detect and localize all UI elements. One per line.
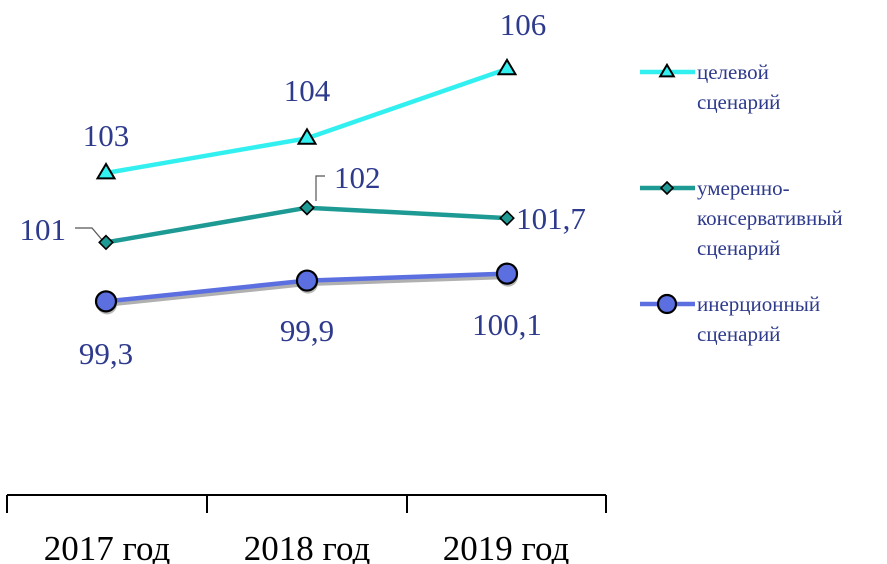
- legend-label: сценарий: [697, 236, 780, 260]
- data-label: 103: [83, 118, 130, 153]
- legend-label: сценарий: [697, 322, 780, 346]
- data-point: [95, 162, 117, 180]
- data-point: [495, 262, 519, 285]
- legend-marker-icon: [656, 293, 678, 315]
- legend-label: инерционный: [697, 292, 820, 316]
- legend-label: сценарий: [697, 90, 780, 114]
- data-point: [94, 290, 118, 313]
- label-leaders: [75, 175, 325, 242]
- x-tick-label: 2018 год: [244, 529, 371, 564]
- legend: целевой сценарий умеренно-консервативный сц…: [640, 60, 843, 346]
- data-label: 104: [284, 73, 331, 108]
- data-point: [98, 234, 114, 251]
- series-markers: [94, 57, 519, 315]
- x-tick-label: 2019 год: [443, 529, 570, 564]
- x-tick-label: 2017 год: [44, 529, 171, 564]
- legend-item: умеренно-консервативный сценарий: [640, 176, 843, 260]
- data-point: [296, 127, 318, 145]
- legend-item: целевой сценарий: [640, 60, 780, 114]
- data-label: 101,7: [516, 201, 586, 236]
- leader-line: [315, 175, 325, 201]
- data-point: [499, 210, 515, 226]
- legend-item: инерционный сценарий: [640, 292, 820, 346]
- data-label: 102: [334, 160, 381, 195]
- data-point: [295, 269, 319, 292]
- legend-label: консервативный: [697, 206, 843, 230]
- leader-line: [75, 227, 104, 242]
- data-labels: 103 104 106 101 102 101,7 99,3 99,9 100,1: [20, 7, 586, 371]
- data-point: [299, 199, 315, 216]
- data-label: 99,9: [280, 313, 334, 348]
- data-label: 100,1: [472, 307, 542, 342]
- data-point: [496, 57, 518, 76]
- data-label: 106: [500, 7, 547, 42]
- legend-marker-icon: [658, 62, 676, 78]
- x-axis: 2017 год 2018 год 2019 год: [6, 494, 607, 564]
- data-label: 101: [20, 212, 67, 247]
- legend-label: целевой: [697, 60, 769, 84]
- legend-marker-icon: [659, 180, 675, 196]
- data-label: 99,3: [79, 336, 133, 371]
- legend-label: умеренно-: [697, 176, 790, 200]
